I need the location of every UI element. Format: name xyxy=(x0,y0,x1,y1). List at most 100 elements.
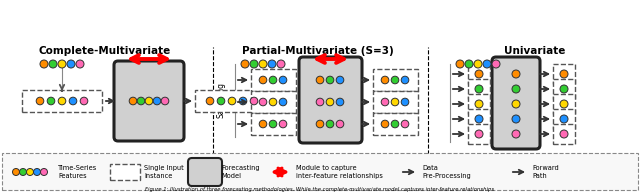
Bar xyxy=(251,91,296,113)
Circle shape xyxy=(492,60,500,68)
Circle shape xyxy=(129,97,137,105)
Circle shape xyxy=(560,70,568,78)
Bar xyxy=(373,91,418,113)
Circle shape xyxy=(250,97,258,105)
Bar xyxy=(553,79,575,99)
Circle shape xyxy=(401,120,409,128)
FancyBboxPatch shape xyxy=(114,61,184,141)
Bar xyxy=(468,79,490,99)
FancyBboxPatch shape xyxy=(299,57,362,143)
Circle shape xyxy=(259,60,267,68)
Circle shape xyxy=(76,60,84,68)
Circle shape xyxy=(268,60,276,68)
Text: Single Input
Instance: Single Input Instance xyxy=(144,165,184,179)
Circle shape xyxy=(512,100,520,108)
Circle shape xyxy=(47,97,55,105)
Circle shape xyxy=(49,60,57,68)
Circle shape xyxy=(145,97,153,105)
Circle shape xyxy=(33,169,40,175)
Circle shape xyxy=(19,169,26,175)
Circle shape xyxy=(277,60,285,68)
Circle shape xyxy=(456,60,464,68)
Circle shape xyxy=(279,76,287,84)
Circle shape xyxy=(560,115,568,123)
Bar xyxy=(373,113,418,135)
Circle shape xyxy=(336,98,344,106)
Bar xyxy=(195,90,270,112)
Circle shape xyxy=(316,120,324,128)
Circle shape xyxy=(401,76,409,84)
Bar xyxy=(251,69,296,91)
Circle shape xyxy=(512,70,520,78)
Circle shape xyxy=(391,76,399,84)
Circle shape xyxy=(512,85,520,93)
Text: Data
Pre-Processing: Data Pre-Processing xyxy=(422,165,471,179)
Circle shape xyxy=(483,60,491,68)
Text: Module to capture
inter-feature relationships: Module to capture inter-feature relation… xyxy=(296,165,383,179)
FancyBboxPatch shape xyxy=(188,158,222,186)
Circle shape xyxy=(250,60,258,68)
Bar xyxy=(373,69,418,91)
Bar xyxy=(468,109,490,129)
Circle shape xyxy=(512,115,520,123)
Circle shape xyxy=(269,98,277,106)
Circle shape xyxy=(381,76,389,84)
Circle shape xyxy=(40,169,47,175)
Circle shape xyxy=(465,60,473,68)
Circle shape xyxy=(161,97,169,105)
Bar xyxy=(22,90,102,112)
Circle shape xyxy=(475,85,483,93)
Text: Partial-Multivariate (S=3): Partial-Multivariate (S=3) xyxy=(242,46,394,56)
Circle shape xyxy=(401,98,409,106)
Circle shape xyxy=(560,100,568,108)
Bar xyxy=(468,64,490,84)
Circle shape xyxy=(58,97,66,105)
Circle shape xyxy=(36,97,44,105)
Circle shape xyxy=(474,60,482,68)
Text: Sampling: Sampling xyxy=(216,82,225,118)
Bar xyxy=(553,94,575,114)
Circle shape xyxy=(259,120,267,128)
Circle shape xyxy=(259,98,267,106)
Text: Forecasting
Model: Forecasting Model xyxy=(221,165,260,179)
Circle shape xyxy=(560,130,568,138)
Circle shape xyxy=(239,97,247,105)
Circle shape xyxy=(69,97,77,105)
Circle shape xyxy=(326,76,334,84)
Circle shape xyxy=(228,97,236,105)
Circle shape xyxy=(326,98,334,106)
Text: Forward
Path: Forward Path xyxy=(532,165,559,179)
Circle shape xyxy=(259,76,267,84)
Circle shape xyxy=(475,130,483,138)
Circle shape xyxy=(40,60,48,68)
Circle shape xyxy=(391,120,399,128)
Bar xyxy=(553,109,575,129)
Circle shape xyxy=(137,97,145,105)
Circle shape xyxy=(269,76,277,84)
Circle shape xyxy=(475,115,483,123)
Circle shape xyxy=(279,98,287,106)
Text: Complete-Multivariate: Complete-Multivariate xyxy=(39,46,171,56)
Circle shape xyxy=(560,85,568,93)
Bar xyxy=(553,64,575,84)
Circle shape xyxy=(153,97,161,105)
Circle shape xyxy=(512,130,520,138)
Bar xyxy=(468,124,490,144)
Bar xyxy=(2,153,638,190)
Bar xyxy=(110,164,140,180)
Circle shape xyxy=(391,98,399,106)
Circle shape xyxy=(80,97,88,105)
Bar xyxy=(553,124,575,144)
Circle shape xyxy=(326,120,334,128)
Circle shape xyxy=(58,60,66,68)
Circle shape xyxy=(279,120,287,128)
Circle shape xyxy=(381,98,389,106)
Text: Time-Series
Features: Time-Series Features xyxy=(58,165,97,179)
Circle shape xyxy=(217,97,225,105)
Circle shape xyxy=(67,60,75,68)
Circle shape xyxy=(206,97,214,105)
Circle shape xyxy=(316,98,324,106)
Circle shape xyxy=(381,120,389,128)
Circle shape xyxy=(475,70,483,78)
Circle shape xyxy=(269,120,277,128)
